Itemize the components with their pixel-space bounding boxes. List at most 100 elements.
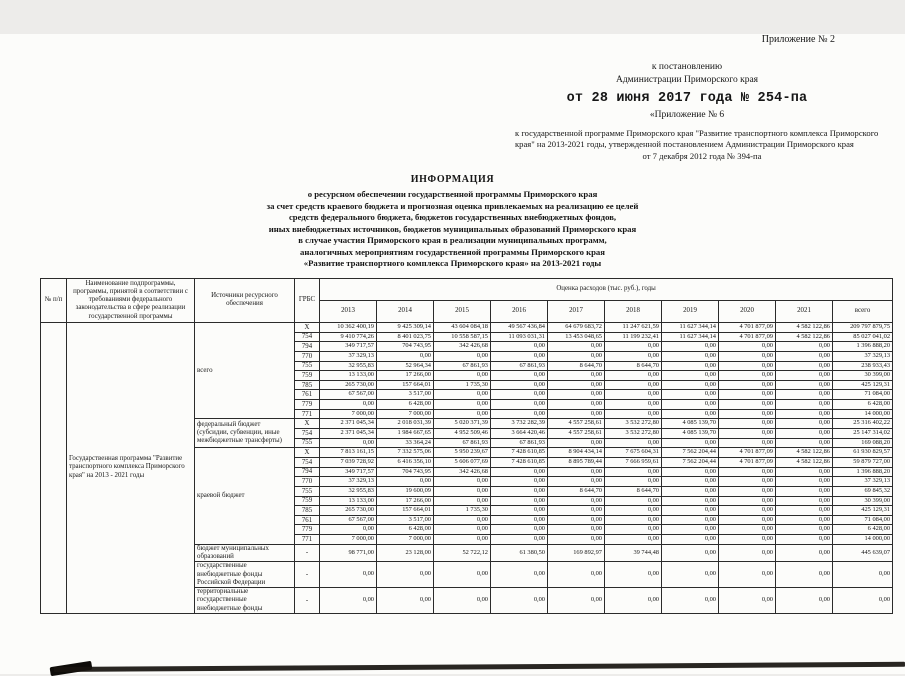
value-cell: 265 730,00 <box>319 379 377 391</box>
table-row: территориальные государственные внебюдже… <box>41 587 894 614</box>
value-cell: 67 861,93 <box>490 360 548 372</box>
value-cell: 0,00 <box>775 418 833 429</box>
value-cell: 67 861,93 <box>490 437 548 449</box>
value-cell: 0,00 <box>775 466 833 478</box>
value-cell: 0,00 <box>547 561 605 589</box>
value-cell: 0,00 <box>775 370 833 381</box>
value-cell: 0,00 <box>547 514 605 526</box>
value-cell: 4 582 122,86 <box>775 456 833 468</box>
value-cell: 37 329,13 <box>319 476 377 487</box>
resolution-line-1: к постановлению <box>651 62 723 72</box>
value-cell: 0,00 <box>547 524 605 536</box>
value-cell: 0,00 <box>775 495 833 507</box>
value-cell: 32 955,83 <box>319 485 377 497</box>
value-cell: 52 964,34 <box>376 360 434 372</box>
value-cell: 0,00 <box>490 495 548 507</box>
source-cell: всего <box>194 321 295 420</box>
value-cell: 0,00 <box>490 379 548 391</box>
value-cell: 71 084,00 <box>831 389 894 401</box>
value-cell: 0,00 <box>376 350 434 362</box>
value-cell: 169 088,20 <box>831 437 894 449</box>
year-header: 2017 <box>547 299 605 323</box>
value-cell: 0,00 <box>718 466 776 478</box>
table-row: бюджет муниципальных образований -98 771,… <box>41 543 894 563</box>
base-resolution-date: от 7 декабря 2012 года № 394-па <box>642 151 762 161</box>
value-cell: 0,00 <box>661 561 719 589</box>
value-cell: 0,00 <box>718 514 776 526</box>
value-cell: 4 085 139,70 <box>661 428 719 439</box>
table-row: 755 32 955,83 19 600,09 0,00 0,00 8 644,70 8 6… <box>41 485 894 497</box>
value-cell: 2 371 045,34 <box>319 428 377 439</box>
value-cell: 0,00 <box>604 379 662 391</box>
value-cell: 67 567,00 <box>319 514 377 526</box>
subtitle-line: за счет средств краевого бюджета и прогн… <box>266 200 639 211</box>
value-cell: 0,00 <box>376 476 434 487</box>
value-cell: 98 771,00 <box>319 543 377 563</box>
col-header-grbs: ГРБС <box>294 277 320 323</box>
value-cell: 0,00 <box>718 524 776 536</box>
value-cell: 0,00 <box>775 389 833 401</box>
value-cell: 0,00 <box>547 341 605 352</box>
value-cell: 0,00 <box>433 350 491 362</box>
value-cell: 71 084,00 <box>831 514 894 526</box>
value-cell: 6 428,00 <box>831 524 894 536</box>
value-cell: 0,00 <box>490 561 548 589</box>
table-row: Государственная программа "Развитие тран… <box>40 321 894 614</box>
value-cell: 0,00 <box>661 505 719 516</box>
value-cell: 37 329,13 <box>319 350 377 362</box>
value-cell: 0,00 <box>604 437 662 449</box>
value-cell: 67 861,93 <box>433 360 491 372</box>
value-cell: 10 362 400,19 <box>319 321 377 333</box>
value-cell: 25 316 402,22 <box>831 418 894 429</box>
grbs-cell: 770 <box>294 476 320 487</box>
value-cell: 0,00 <box>547 370 605 381</box>
value-cell: 0,00 <box>661 476 719 487</box>
value-cell: 13 133,00 <box>319 370 377 381</box>
value-cell: 0,00 <box>547 408 605 420</box>
value-cell: 0,00 <box>718 341 776 352</box>
value-cell: 349 717,57 <box>319 466 377 478</box>
value-cell: 4 582 122,86 <box>775 331 833 343</box>
value-cell: 8 644,70 <box>604 360 662 372</box>
resource-table: № п/п Наименование подпрограммы, програм… <box>40 277 894 614</box>
year-header: 2018 <box>604 299 662 323</box>
year-header: всего <box>831 299 894 323</box>
value-cell: 0,00 <box>661 514 719 526</box>
document-page: Приложение № 2 к постановлению Администр… <box>0 34 905 676</box>
value-cell: 445 639,07 <box>831 543 894 563</box>
value-cell: 0,00 <box>490 476 548 487</box>
value-cell: 0,00 <box>661 341 719 352</box>
value-cell: 25 147 314,02 <box>831 428 894 439</box>
value-cell: 0,00 <box>547 534 605 545</box>
value-cell: 0,00 <box>604 514 662 526</box>
value-cell: 0,00 <box>604 408 662 420</box>
value-cell: 0,00 <box>319 587 377 614</box>
value-cell: 0,00 <box>661 485 719 497</box>
value-cell: 5 950 239,67 <box>433 447 491 458</box>
table-row: 754 9 410 774,26 8 401 023,75 10 558 587,15… <box>41 331 894 343</box>
grbs-cell: 785 <box>294 505 320 516</box>
value-cell: 6 416 356,10 <box>376 456 434 468</box>
value-cell: 0,00 <box>661 534 719 545</box>
value-cell: 0,00 <box>718 399 776 410</box>
table-row: 754 7 039 728,92 6 416 356,10 5 606 077,69 7… <box>41 456 894 468</box>
value-cell: 6 428,00 <box>831 399 894 410</box>
year-header: 2019 <box>661 299 719 323</box>
value-cell: 0,00 <box>775 534 833 545</box>
value-cell: 0,00 <box>718 370 776 381</box>
value-cell: 0,00 <box>319 524 377 536</box>
value-cell: 7 428 610,85 <box>490 447 548 458</box>
value-cell: 0,00 <box>604 350 662 362</box>
value-cell: 0,00 <box>661 524 719 536</box>
value-cell: 5 606 077,69 <box>433 456 491 468</box>
value-cell: 0,00 <box>490 389 548 401</box>
value-cell: 0,00 <box>433 495 491 507</box>
value-cell: 19 600,09 <box>376 485 434 497</box>
value-cell: 7 675 604,31 <box>604 447 662 458</box>
value-cell: 4 701 877,09 <box>718 456 776 468</box>
value-cell: 4 701 877,09 <box>718 447 776 458</box>
value-cell: 3 517,00 <box>376 514 434 526</box>
grbs-cell: 761 <box>294 514 320 526</box>
value-cell: 425 129,31 <box>831 379 894 391</box>
value-cell: 342 426,68 <box>433 341 491 352</box>
